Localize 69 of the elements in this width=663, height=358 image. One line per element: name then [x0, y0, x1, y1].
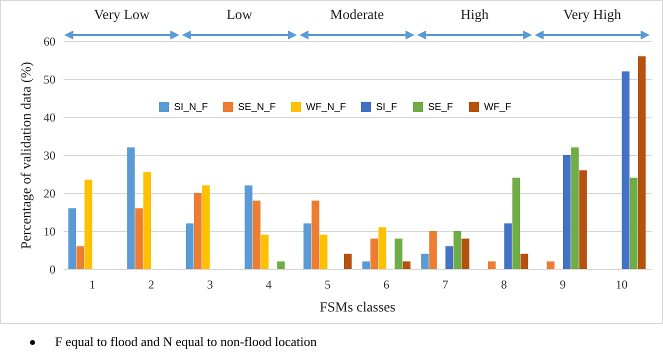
bar [579, 170, 587, 269]
bar [320, 234, 328, 269]
y-tick-label: 60 [44, 34, 56, 48]
legend-label: WF_F [484, 102, 512, 113]
bar [252, 200, 260, 269]
bar [362, 261, 370, 269]
bar [546, 261, 554, 269]
bar [244, 185, 252, 269]
x-tick-label: 10 [616, 278, 628, 292]
text: Low [226, 8, 254, 23]
legend-label: SI_N_F [174, 102, 208, 113]
legend-label: SE_N_F [238, 102, 276, 113]
bar [202, 185, 210, 269]
bar [504, 223, 512, 269]
text: Very Low [94, 8, 150, 23]
bar [445, 246, 454, 269]
bar [260, 234, 269, 269]
text: High [460, 8, 489, 23]
x-tick-label: 3 [207, 278, 213, 292]
bar [520, 254, 528, 269]
bar [454, 231, 462, 269]
bar [68, 208, 76, 269]
bar [421, 254, 429, 269]
x-tick-label: 1 [89, 278, 96, 292]
bar [143, 172, 151, 269]
bar [84, 180, 92, 269]
legend-label: SE_F [428, 102, 454, 113]
bar [312, 200, 320, 269]
bar [370, 238, 378, 269]
bar [186, 223, 194, 269]
bar [127, 147, 135, 269]
bar [630, 178, 638, 269]
y-tick-label: 30 [44, 148, 56, 162]
legend-label: WF_N_F [306, 102, 346, 113]
bar [571, 147, 579, 269]
x-tick-label: 4 [266, 278, 272, 292]
bar [378, 227, 386, 269]
bar [394, 238, 402, 269]
text: F equal to flood and N equal to non-flood location [55, 334, 317, 349]
text: Moderate [330, 8, 384, 23]
bar [402, 261, 411, 269]
x-tick-label: 5 [324, 278, 331, 292]
bar [512, 178, 520, 269]
bar [622, 71, 630, 269]
text: Very High [563, 8, 622, 23]
y-tick-label: 20 [44, 186, 56, 200]
x-tick-label: 8 [501, 278, 507, 292]
x-tick-label: 9 [560, 278, 566, 292]
bar [344, 254, 352, 269]
bar [462, 238, 470, 269]
y-tick-label: 40 [44, 110, 56, 124]
bar [303, 223, 312, 269]
x-tick-label: 7 [442, 278, 448, 292]
y-tick-label: 10 [44, 224, 56, 238]
y-tick-label: 50 [44, 72, 56, 86]
bar [429, 231, 437, 269]
bar [135, 208, 143, 269]
x-tick-label: 6 [383, 278, 390, 292]
bar [488, 261, 496, 269]
x-axis-title: FSMs classes [320, 300, 396, 316]
legend-label: SI_F [376, 102, 398, 113]
y-tick-label: 0 [50, 262, 56, 276]
bar [563, 155, 571, 269]
bar [76, 246, 84, 269]
y-axis-title: Percentage of validation data (%) [20, 61, 34, 250]
bar [277, 261, 285, 269]
bar [194, 193, 202, 269]
bar [638, 56, 646, 269]
x-tick-label: 2 [148, 278, 154, 292]
